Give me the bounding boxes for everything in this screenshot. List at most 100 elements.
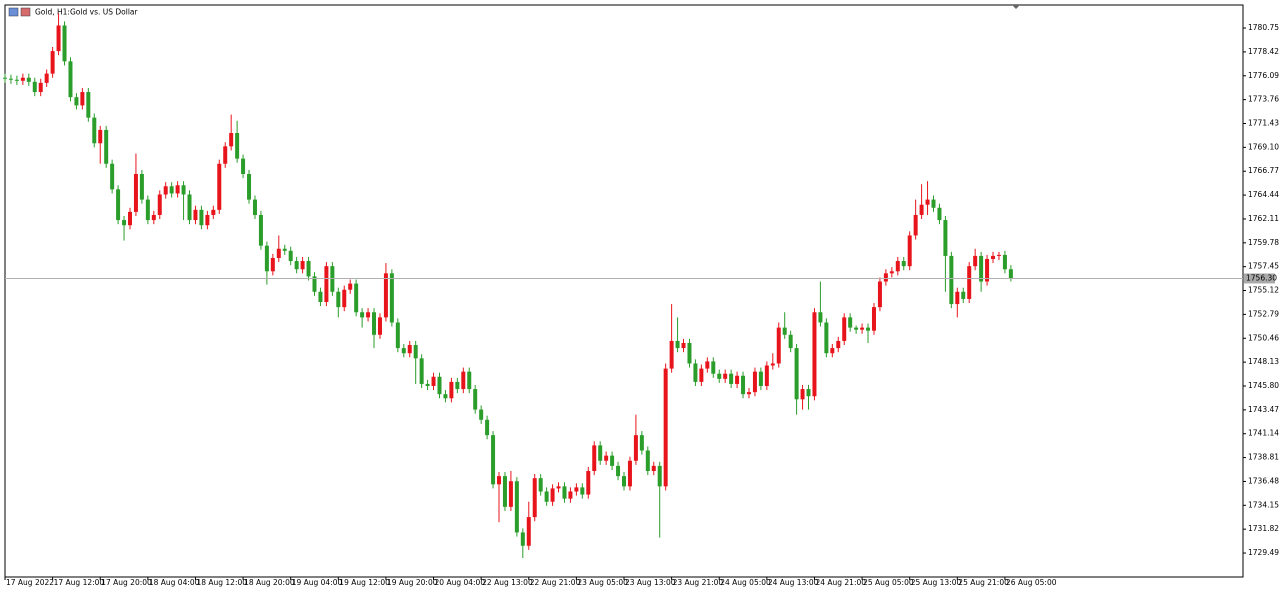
- candle-body: [925, 199, 930, 205]
- candle-body: [127, 211, 132, 226]
- candle-body: [717, 373, 722, 379]
- x-tick-label: 17 Aug 2022: [6, 578, 54, 587]
- candle-body: [693, 363, 698, 382]
- candle-body: [235, 133, 240, 159]
- candle-body: [550, 488, 555, 502]
- candle-body: [449, 381, 454, 399]
- candle-body: [348, 283, 353, 290]
- candle-body: [372, 312, 377, 335]
- y-tick-label: 1741.14: [1248, 429, 1279, 438]
- x-tick-label: 23 Aug 21:00: [673, 578, 724, 587]
- candle-body: [955, 291, 960, 305]
- last-price-box: [1244, 273, 1275, 284]
- y-tick-label: 1748.13: [1248, 357, 1279, 366]
- y-tick-label: 1780.75: [1248, 23, 1279, 32]
- x-tick-label: 17 Aug 12:00: [54, 578, 105, 587]
- candle-body: [568, 491, 573, 499]
- candle-body: [800, 389, 805, 400]
- candle-body: [895, 261, 900, 272]
- candle-body: [616, 465, 621, 477]
- shift-marker: [1012, 5, 1020, 9]
- y-tick-label: 1757.45: [1248, 262, 1279, 271]
- candle-body: [68, 61, 73, 98]
- candle-body: [877, 281, 882, 308]
- candle-body: [74, 97, 79, 106]
- candle-body: [360, 312, 365, 318]
- chart-title: Gold vs. US Dollar: [70, 8, 139, 17]
- candle-body: [151, 214, 156, 221]
- y-tick-label: 1750.46: [1248, 333, 1279, 342]
- candle-body: [758, 371, 763, 386]
- candle-body: [627, 460, 632, 487]
- candle-body: [729, 373, 734, 384]
- candle-body: [50, 51, 55, 74]
- y-tick-label: 1769.10: [1248, 142, 1279, 151]
- candle-body: [229, 133, 234, 147]
- candle-body: [425, 383, 430, 386]
- candle-body: [306, 261, 311, 277]
- candle-body: [455, 381, 460, 390]
- candle-body: [366, 312, 371, 318]
- candle-body: [812, 312, 817, 397]
- candle-body: [491, 435, 496, 485]
- candle-body: [818, 312, 823, 323]
- candle-body: [270, 257, 275, 272]
- candle-body: [467, 371, 472, 390]
- candle-body: [860, 327, 865, 330]
- candle-body: [675, 340, 680, 349]
- y-tick-label: 1738.81: [1248, 453, 1279, 462]
- candle-body: [991, 255, 996, 259]
- candle-body: [110, 163, 115, 190]
- candle-body: [687, 342, 692, 364]
- candle-body: [187, 194, 192, 221]
- x-tick-label: 24 Aug 21:00: [815, 578, 866, 587]
- x-tick-label: 18 Aug 12:00: [196, 578, 247, 587]
- candle-body: [383, 273, 388, 318]
- candle-body: [26, 77, 31, 82]
- candle-body: [854, 327, 859, 330]
- candle-body: [264, 245, 269, 272]
- candle-body: [562, 486, 567, 499]
- candle-body: [163, 186, 168, 195]
- candle-body: [407, 345, 412, 354]
- x-tick-label: 24 Aug 05:00: [720, 578, 771, 587]
- candle-body: [252, 199, 257, 215]
- candle-body: [258, 214, 263, 246]
- candle-body: [300, 261, 305, 270]
- x-tick-label: 20 Aug 04:00: [435, 578, 486, 587]
- y-tick-label: 1731.82: [1248, 524, 1279, 533]
- y-tick-label: 1759.78: [1248, 238, 1279, 247]
- candle-body: [604, 455, 609, 461]
- candle-body: [556, 486, 561, 489]
- candle-body: [3, 77, 7, 79]
- x-tick-label: 19 Aug 20:00: [387, 578, 438, 587]
- candle-body: [443, 394, 448, 399]
- candle-body: [157, 194, 162, 215]
- candle-body: [580, 487, 585, 495]
- candle-body: [996, 254, 1001, 256]
- x-tick-label: 22 Aug 21:00: [530, 578, 581, 587]
- candle-body: [44, 73, 49, 83]
- candle-body: [848, 317, 853, 328]
- candle-body: [985, 258, 990, 282]
- candle-body: [782, 327, 787, 335]
- candle-body: [741, 375, 746, 395]
- candle-body: [247, 173, 252, 200]
- candle-body: [86, 92, 91, 118]
- candle-body: [413, 345, 418, 359]
- symbol-label: Gold, H1:: [35, 8, 70, 17]
- candle-body: [514, 481, 519, 533]
- candle-body: [913, 214, 918, 236]
- candle-body: [193, 209, 198, 221]
- candle-body: [330, 266, 335, 292]
- candle-body: [276, 248, 281, 258]
- candle-body: [586, 470, 591, 495]
- candle-body: [139, 173, 144, 200]
- candle-body: [175, 185, 180, 194]
- last-price-label: 1756.30: [1246, 273, 1277, 282]
- candle-body: [699, 368, 704, 382]
- x-tick-label: 17 Aug 20:00: [101, 578, 152, 587]
- candle-body: [145, 199, 150, 221]
- candle-body: [437, 376, 442, 395]
- candle-body: [389, 273, 394, 323]
